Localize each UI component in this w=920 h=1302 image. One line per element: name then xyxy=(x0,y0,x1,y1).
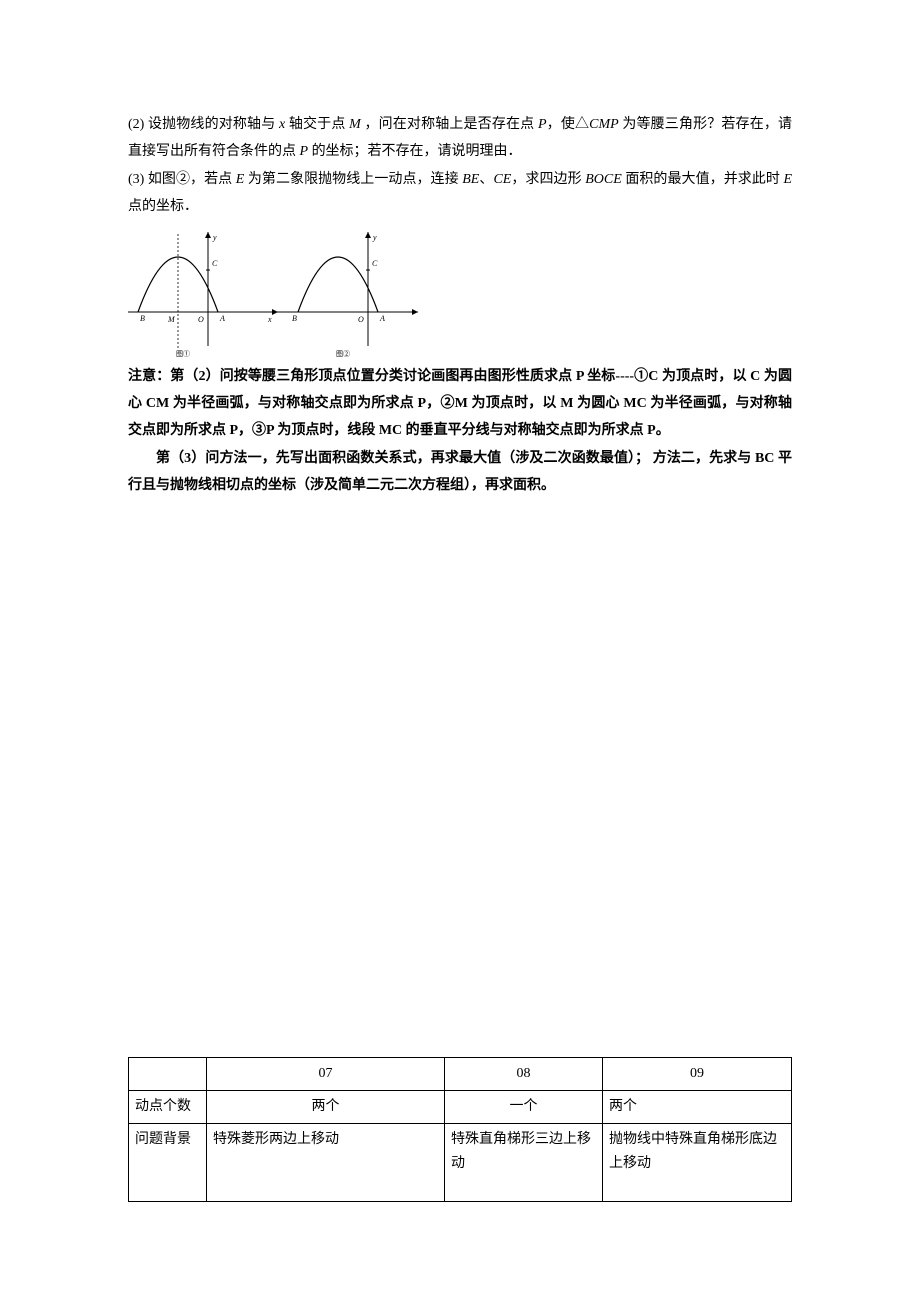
comparison-table: 07 08 09 动点个数 两个 一个 两个 问题背景 特殊菱形两边上移动 特殊… xyxy=(128,1057,792,1202)
p2-text-b: 轴交于点 xyxy=(285,117,349,132)
th-07: 07 xyxy=(207,1058,445,1091)
fig1-label-x: x xyxy=(267,315,272,324)
problem-part-2: (2) 设抛物线的对称轴与 x 轴交于点 M ，问在对称轴上是否存在点 P，使△… xyxy=(128,112,792,165)
p3-text-c: 、 xyxy=(479,172,493,187)
p2-text-f: 的坐标；若不存在，请说明理由． xyxy=(308,144,522,159)
fig1-label-M: M xyxy=(167,315,176,324)
row0-c09: 两个 xyxy=(603,1091,792,1124)
var-CE: CE xyxy=(493,172,511,187)
p3-text-d: ，求四边形 xyxy=(511,172,585,187)
var-P: P xyxy=(538,117,547,132)
th-09: 09 xyxy=(603,1058,792,1091)
table-header-row: 07 08 09 xyxy=(129,1058,792,1091)
p3-text-a: (3) 如图②，若点 xyxy=(128,172,236,187)
p3-text-b: 为第二象限抛物线上一动点，连接 xyxy=(244,172,462,187)
var-BOCE: BOCE xyxy=(585,172,622,187)
fig2-label-O: O xyxy=(358,315,364,324)
var-M: M xyxy=(349,117,361,132)
row1-c07: 特殊菱形两边上移动 xyxy=(207,1124,445,1202)
fig1-label-O: O xyxy=(198,315,204,324)
fig2-caption: 图② xyxy=(336,350,350,358)
row1-c08: 特殊直角梯形三边上移动 xyxy=(445,1124,603,1202)
fig2-label-y: y xyxy=(372,233,377,242)
fig1-label-B: B xyxy=(140,314,145,323)
p2-text-d: ，使△ xyxy=(547,117,590,132)
fig1-label-A: A xyxy=(219,314,225,323)
var-E2: E xyxy=(783,172,792,187)
fig1-label-C: C xyxy=(212,259,218,268)
p2-text-a: (2) 设抛物线的对称轴与 xyxy=(128,117,279,132)
comparison-table-wrap: 07 08 09 动点个数 两个 一个 两个 问题背景 特殊菱形两边上移动 特殊… xyxy=(128,1057,792,1202)
row1-c09: 抛物线中特殊直角梯形底边上移动 xyxy=(603,1124,792,1202)
th-empty xyxy=(129,1058,207,1091)
fig1-label-y: y xyxy=(212,233,217,242)
parabola-figures: B A O M C y x 图① B xyxy=(128,226,428,358)
var-P2: P xyxy=(300,144,309,159)
fig1-caption: 图① xyxy=(176,350,190,358)
fig2-label-C: C xyxy=(372,259,378,268)
p3-text-f: 点的坐标． xyxy=(128,199,198,214)
p3-text-e: 面积的最大值，并求此时 xyxy=(622,172,784,187)
note-paragraph-1: 注意：第（2）问按等腰三角形顶点位置分类讨论画图再由图形性质求点 P 坐标---… xyxy=(128,364,792,444)
row0-c08: 一个 xyxy=(445,1091,603,1124)
var-BE: BE xyxy=(462,172,479,187)
var-CMP: CMP xyxy=(589,117,619,132)
th-08: 08 xyxy=(445,1058,603,1091)
figure-block: B A O M C y x 图① B xyxy=(128,226,792,358)
fig2-label-A: A xyxy=(379,314,385,323)
row1-label: 问题背景 xyxy=(129,1124,207,1202)
fig2-label-B: B xyxy=(292,314,297,323)
row0-label: 动点个数 xyxy=(129,1091,207,1124)
page: (2) 设抛物线的对称轴与 x 轴交于点 M ，问在对称轴上是否存在点 P，使△… xyxy=(0,0,920,1302)
row0-c07: 两个 xyxy=(207,1091,445,1124)
table-row: 动点个数 两个 一个 两个 xyxy=(129,1091,792,1124)
table-row: 问题背景 特殊菱形两边上移动 特殊直角梯形三边上移动 抛物线中特殊直角梯形底边上… xyxy=(129,1124,792,1202)
note-paragraph-2: 第（3）问方法一，先写出面积函数关系式，再求最大值（涉及二次函数最值）； 方法二… xyxy=(128,446,792,499)
p2-text-c: ，问在对称轴上是否存在点 xyxy=(361,117,538,132)
problem-part-3: (3) 如图②，若点 E 为第二象限抛物线上一动点，连接 BE、CE，求四边形 … xyxy=(128,167,792,220)
